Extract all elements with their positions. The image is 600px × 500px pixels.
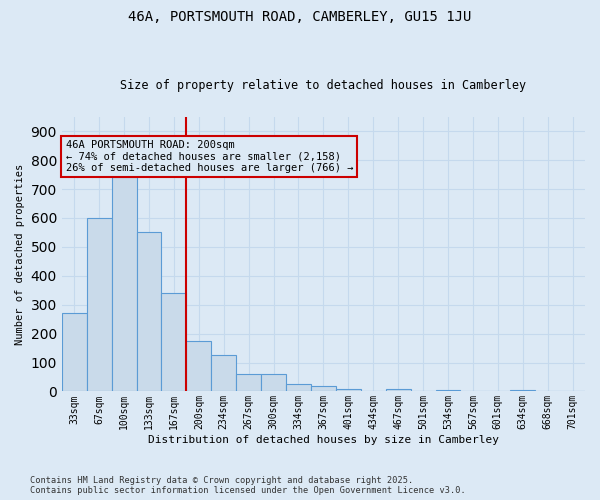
Text: 46A PORTSMOUTH ROAD: 200sqm
← 74% of detached houses are smaller (2,158)
26% of : 46A PORTSMOUTH ROAD: 200sqm ← 74% of det… (65, 140, 353, 173)
Bar (311, 386, 336, 392)
X-axis label: Distribution of detached houses by size in Camberley: Distribution of detached houses by size … (148, 435, 499, 445)
Bar (261, 374, 286, 392)
Bar (286, 384, 311, 392)
Bar (211, 356, 236, 392)
Y-axis label: Number of detached properties: Number of detached properties (15, 164, 25, 344)
Bar (87, 218, 112, 392)
Bar (386, 388, 410, 392)
Bar (62, 314, 87, 392)
Bar (236, 374, 261, 392)
Bar (336, 388, 361, 392)
Text: Contains HM Land Registry data © Crown copyright and database right 2025.
Contai: Contains HM Land Registry data © Crown c… (30, 476, 466, 495)
Bar (161, 293, 187, 392)
Title: Size of property relative to detached houses in Camberley: Size of property relative to detached ho… (121, 79, 526, 92)
Bar (187, 341, 211, 392)
Bar (510, 390, 535, 392)
Bar (112, 178, 137, 392)
Bar (436, 390, 460, 392)
Bar (137, 232, 161, 392)
Text: 46A, PORTSMOUTH ROAD, CAMBERLEY, GU15 1JU: 46A, PORTSMOUTH ROAD, CAMBERLEY, GU15 1J… (128, 10, 472, 24)
